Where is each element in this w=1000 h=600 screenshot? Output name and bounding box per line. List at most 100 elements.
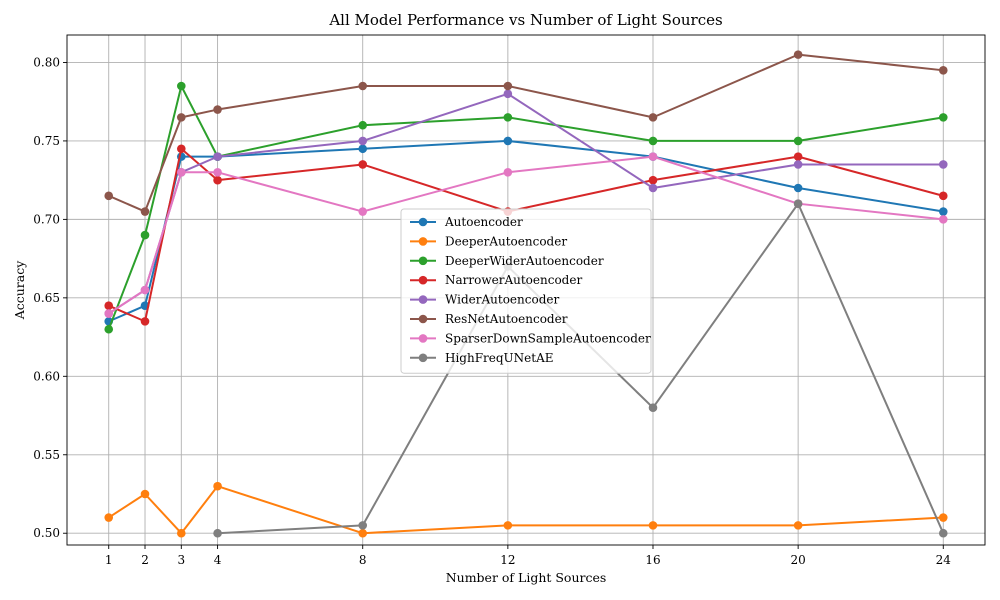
legend-item: HighFreqUNetAE [410,351,554,365]
data-point [793,160,803,169]
data-point [938,113,948,122]
plot-area-frame [66,34,986,546]
y-tick-label: 0.55 [33,448,60,462]
legend-item: Autoencoder [410,215,523,229]
data-point [938,207,948,216]
x-axis-title: Number of Light Sources [446,570,607,585]
legend-marker [418,295,428,304]
data-point [140,207,150,216]
series-DeeperAutoencoder [104,481,948,538]
data-point [503,113,513,122]
legend-label: DeeperWiderAutoencoder [445,254,604,268]
legend-label: SparserDownSampleAutoencoder [445,331,651,345]
data-point [358,144,368,154]
y-tick-label: 0.75 [33,134,60,148]
chart-title: All Model Performance vs Number of Light… [328,11,722,29]
x-tick-label: 2 [141,553,149,567]
y-tick-label: 0.70 [33,212,60,226]
legend-marker [418,334,428,343]
data-point [104,301,114,310]
legend-marker [418,237,428,246]
data-point [140,317,150,326]
data-point [104,309,114,318]
data-point [358,160,368,169]
x-tick-label: 16 [645,553,660,567]
legend-label: DeeperAutoencoder [445,234,567,248]
legend-item: ResNetAutoencoder [410,312,568,326]
legend-marker [418,217,428,227]
data-point [358,136,368,146]
y-tick-label: 0.80 [33,55,60,69]
data-point [793,50,803,59]
data-point [358,120,368,130]
data-point [104,513,114,522]
legend-item: SparserDownSampleAutoencoder [410,331,651,345]
legend: Autoencoder DeeperAutoencoder DeeperWiderA… [400,208,652,374]
data-point [648,403,658,412]
data-point [938,215,948,224]
legend-marker [418,275,428,285]
data-point [213,152,222,161]
x-tick-label: 20 [790,553,805,567]
legend-box [400,208,652,374]
legend-label: WiderAutoencoder [445,293,559,307]
legend-label: ResNetAutoencoder [445,312,568,326]
data-point [793,199,803,208]
data-point [648,113,658,122]
data-point [213,175,222,185]
data-point [213,481,222,491]
data-point [176,113,186,122]
x-tick-label: 8 [359,553,367,567]
series-line [108,53,944,213]
data-point [213,105,222,114]
data-point [140,489,150,499]
legend-marker [418,314,428,324]
data-point [938,528,948,538]
data-point [648,183,658,193]
data-point [648,152,658,161]
x-tick-label: 1 [105,553,113,567]
legend-item: DeeperAutoencoder [410,234,567,248]
legend-marker [418,353,428,363]
data-point [104,324,114,334]
data-point [358,521,368,530]
series-ResNetAutoencoder [104,50,948,216]
data-point [213,168,222,177]
legend-marker [418,256,428,266]
data-point [648,521,658,530]
x-axis-ticks: 1 2 3 4 8 12 16 20 24 [105,545,951,567]
y-axis-ticks: 0.50 0.55 0.60 0.65 0.70 0.75 0.80 [33,55,67,540]
data-point [503,521,513,530]
data-point [503,81,513,91]
legend-label: HighFreqUNetAE [445,351,554,365]
y-tick-label: 0.50 [33,526,60,540]
x-tick-label: 24 [936,553,952,567]
data-point [140,285,150,295]
data-point [503,168,513,177]
data-point [358,81,368,91]
series-SparserDownSampleAutoencoder [104,152,948,318]
data-point [140,230,150,240]
legend-item: NarrowerAutoencoder [410,273,582,287]
x-tick-label: 3 [177,553,185,567]
data-point [793,183,803,193]
series-line [108,485,944,535]
x-tick-label: 12 [500,553,515,567]
data-point [938,191,948,201]
legend-item: WiderAutoencoder [410,293,559,307]
data-point [938,513,948,522]
data-point [503,136,513,146]
y-axis-title: Accuracy [12,260,27,321]
data-point [503,89,513,99]
series-layer [104,50,948,538]
data-point [358,528,368,538]
data-point [176,81,186,91]
data-point [648,175,658,185]
data-point [648,136,658,146]
data-point [213,528,222,538]
legend-label: Autoencoder [444,215,523,229]
x-tick-label: 4 [214,553,222,567]
legend-label: NarrowerAutoencoder [445,273,582,287]
